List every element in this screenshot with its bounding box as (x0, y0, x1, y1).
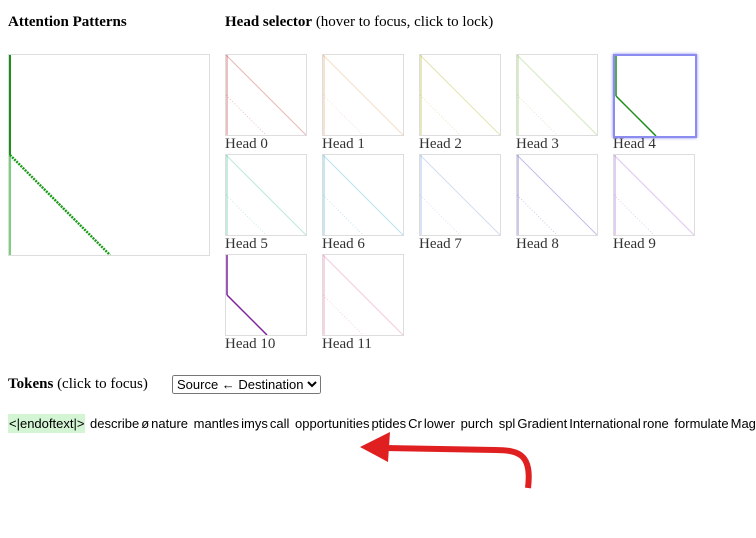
pattern (226, 294, 268, 335)
pattern (323, 194, 364, 235)
pattern (323, 294, 364, 335)
pattern (323, 255, 403, 335)
token[interactable]: ptides (371, 416, 407, 431)
token[interactable]: Mag (730, 416, 756, 431)
head-label: Head 11 (322, 336, 372, 352)
head-thumbnail[interactable] (225, 154, 307, 236)
tokens-title: Tokens (8, 376, 54, 392)
token[interactable]: spl (495, 416, 516, 431)
pattern (614, 194, 655, 235)
token[interactable]: Gradient (517, 416, 568, 431)
patterns-title: Attention Patterns (8, 14, 127, 30)
selector-hint: (hover to focus, click to lock) (315, 14, 494, 30)
pattern (517, 194, 558, 235)
head-thumbnail[interactable] (322, 154, 404, 236)
pattern (323, 55, 403, 135)
token[interactable]: ø (141, 416, 150, 431)
head-label: Head 9 (613, 236, 656, 252)
head-thumbnail[interactable] (613, 154, 695, 236)
head-thumbnail[interactable] (322, 54, 404, 136)
token[interactable]: International (569, 416, 641, 431)
token[interactable]: describe (86, 416, 140, 431)
pattern (226, 155, 306, 235)
head-label: Head 6 (322, 236, 365, 252)
head-thumbnail[interactable] (225, 254, 307, 336)
pattern (420, 194, 461, 235)
pattern (226, 55, 306, 135)
selector-title: Head selector (225, 14, 313, 30)
token[interactable]: imys (241, 416, 268, 431)
token[interactable]: nature (151, 416, 189, 431)
head-label: Head 10 (225, 336, 276, 352)
pattern (226, 194, 267, 235)
head-label: Head 3 (516, 136, 559, 152)
token[interactable]: formulate (670, 416, 729, 431)
selector-heading: Head selector (hover to focus, click to … (225, 14, 493, 31)
pattern (226, 94, 267, 135)
token[interactable]: <|endoftext|> (8, 414, 86, 433)
pattern (420, 155, 500, 235)
head-label: Head 5 (225, 236, 268, 252)
mode-select[interactable]: Source ← Destination (172, 375, 321, 394)
head-label: Head 2 (419, 136, 462, 152)
head-thumbnail[interactable] (516, 154, 598, 236)
pattern (517, 94, 558, 135)
head-label: Head 0 (225, 136, 268, 152)
head-thumbnail[interactable] (516, 54, 598, 136)
head-thumbnail[interactable] (419, 154, 501, 236)
token[interactable]: call (269, 416, 290, 431)
tokens-hint: (click to focus) (57, 376, 148, 392)
token[interactable]: Cr (408, 416, 422, 431)
attention-pattern (8, 54, 210, 256)
token[interactable]: opportunities (291, 416, 370, 431)
token[interactable]: lower (423, 416, 455, 431)
pattern (420, 94, 461, 135)
token[interactable]: rone (642, 416, 669, 431)
head-label: Head 1 (322, 136, 365, 152)
tokens-heading: Tokens (click to focus) (8, 376, 148, 393)
pattern (517, 55, 597, 135)
token[interactable]: purch (456, 416, 494, 431)
pattern (615, 95, 657, 136)
head-label: Head 4 (613, 136, 656, 152)
head-thumbnail[interactable] (613, 54, 697, 138)
head-thumbnail[interactable] (322, 254, 404, 336)
head-thumbnail[interactable] (225, 54, 307, 136)
pattern (517, 155, 597, 235)
pattern (323, 94, 364, 135)
token-list: <|endoftext|> describe ø nature mantles imy… (8, 411, 756, 436)
pattern (420, 55, 500, 135)
pattern (323, 155, 403, 235)
token[interactable]: mantles (190, 416, 240, 431)
head-thumbnail[interactable] (419, 54, 501, 136)
pattern (614, 155, 694, 235)
head-label: Head 7 (419, 236, 462, 252)
head-label: Head 8 (516, 236, 559, 252)
